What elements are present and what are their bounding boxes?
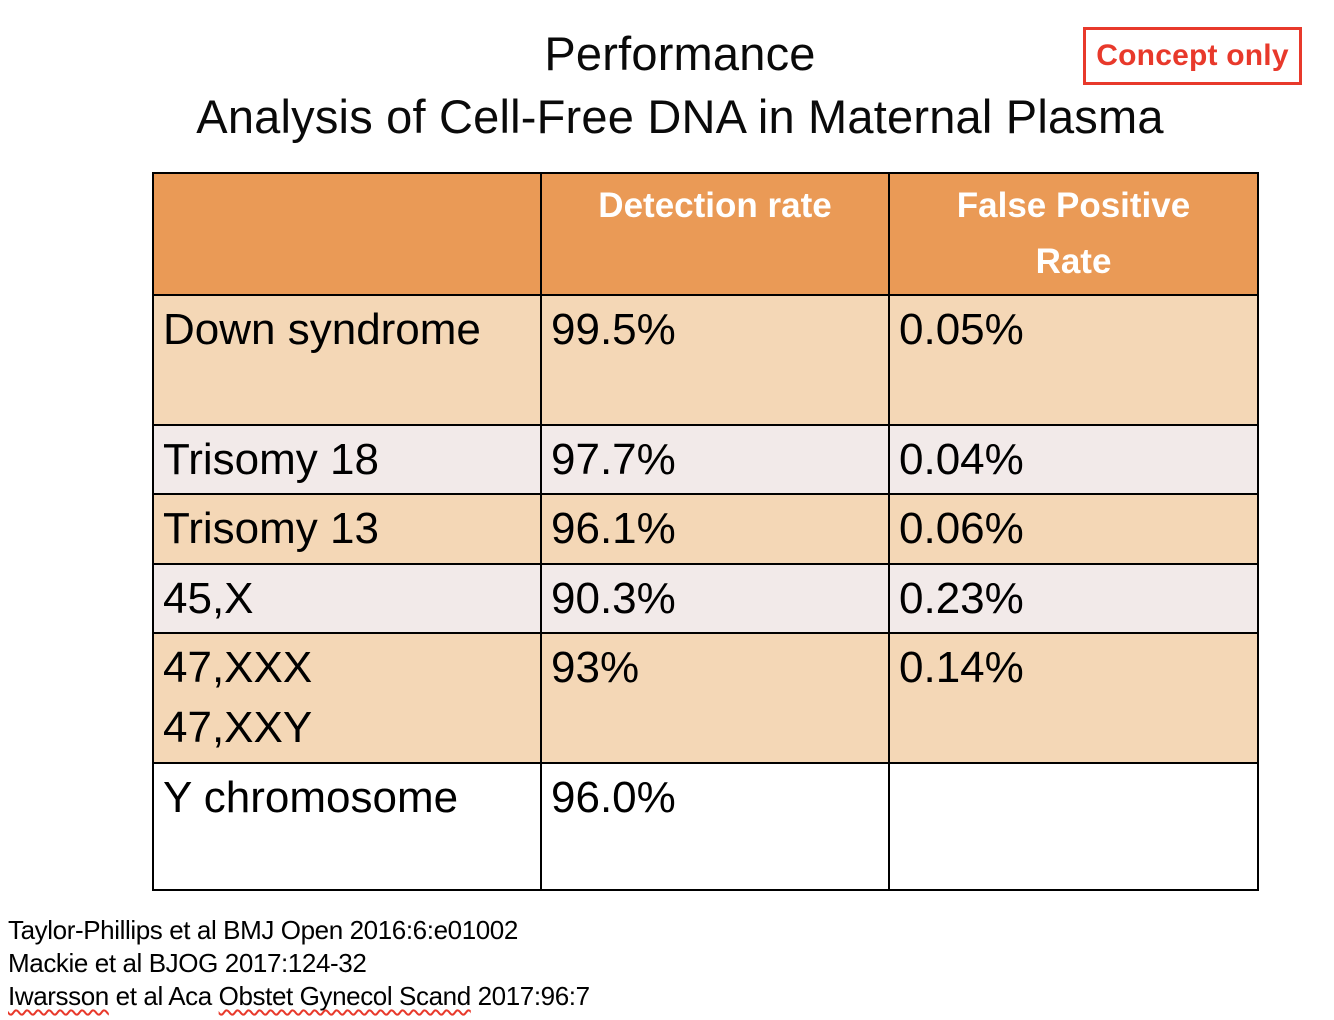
false-positive-rate-cell: 0.04%	[888, 423, 1259, 496]
header-detection-rate-label: Detection rate	[598, 186, 832, 225]
row-label-cell: Down syndrome	[152, 294, 542, 426]
false-positive-rate-cell: 0.06%	[888, 493, 1259, 565]
detection-rate-cell: 96.0%	[540, 762, 890, 892]
row-label-cell: 47,XXX 47,XXY	[152, 632, 542, 765]
table-row-trisomy-18: Trisomy 18 97.7% 0.04%	[152, 423, 1259, 496]
table-header-row: Detection rate False Positive Rate	[152, 172, 1259, 296]
detection-rate-cell: 97.7%	[540, 423, 890, 496]
false-positive-rate-cell: 0.14%	[888, 632, 1259, 765]
detection-rate-cell: 93%	[540, 632, 890, 765]
citation-line-3: Iwarsson et al Aca Obstet Gynecol Scand …	[8, 980, 590, 1013]
table-row-47xxx-47xxy: 47,XXX 47,XXY 93% 0.14%	[152, 632, 1259, 765]
false-positive-rate-cell	[888, 762, 1259, 892]
row-label-line1: 47,XXX	[163, 643, 313, 693]
detection-rate-cell: 96.1%	[540, 493, 890, 565]
header-cell-false-positive-rate: False Positive Rate	[888, 172, 1259, 296]
slide-title-line1: Performance	[544, 27, 816, 80]
concept-only-badge-label: Concept only	[1096, 39, 1289, 72]
citation-line-2: Mackie et al BJOG 2017:124-32	[8, 948, 367, 978]
table-row-trisomy-13: Trisomy 13 96.1% 0.06%	[152, 493, 1259, 565]
table-row-45x: 45,X 90.3% 0.23%	[152, 562, 1259, 635]
row-label-cell: 45,X	[152, 562, 542, 635]
row-label-cell: Trisomy 13	[152, 493, 542, 565]
citation-line-1: Taylor-Phillips et al BMJ Open 2016:6:e0…	[8, 915, 518, 945]
row-label-line2: 47,XXY	[163, 702, 313, 752]
false-positive-rate-cell: 0.05%	[888, 294, 1259, 426]
row-label-cell: Y chromosome	[152, 762, 542, 892]
citation-block: Taylor-Phillips et al BMJ Open 2016:6:e0…	[8, 914, 590, 1013]
header-cell-detection-rate: Detection rate	[540, 172, 890, 296]
citation-line-3-middle: et al Aca	[115, 981, 213, 1011]
table-row-down-syndrome: Down syndrome 99.5% 0.05%	[152, 294, 1259, 426]
header-cell-empty	[152, 172, 542, 296]
concept-only-badge: Concept only	[1083, 27, 1302, 85]
detection-rate-cell: 90.3%	[540, 562, 890, 635]
row-label-cell: Trisomy 18	[152, 423, 542, 496]
false-positive-rate-cell: 0.23%	[888, 562, 1259, 635]
slide-title: Performance Analysis of Cell-Free DNA in…	[26, 22, 1334, 148]
detection-rate-cell: 99.5%	[540, 294, 890, 426]
slide-title-line2: Analysis of Cell-Free DNA in Maternal Pl…	[196, 90, 1164, 143]
header-false-positive-rate-label: False Positive Rate	[956, 186, 1191, 281]
misspelled-word: Obstet Gynecol Scand	[218, 981, 472, 1011]
performance-table: Detection rate False Positive Rate Down …	[152, 172, 1259, 892]
citation-line-3-end: 2017:96:7	[477, 981, 590, 1011]
table-row-y-chromosome: Y chromosome 96.0%	[152, 762, 1259, 892]
misspelled-word: Iwarsson	[8, 981, 109, 1011]
